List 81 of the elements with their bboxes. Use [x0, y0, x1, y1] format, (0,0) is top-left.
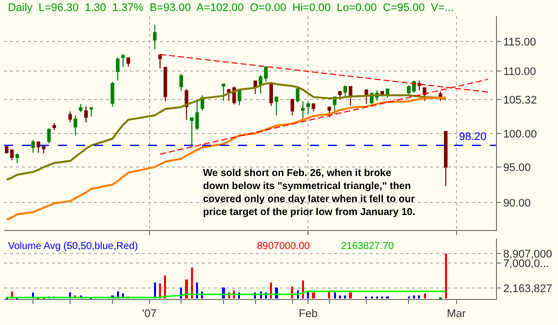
candlestick	[36, 142, 40, 154]
bar	[328, 292, 330, 299]
annotation: 8907000.00	[257, 241, 310, 252]
candlestick	[74, 114, 78, 136]
bar	[349, 292, 352, 299]
ref-line-label: 98.20	[459, 131, 487, 143]
chart-title: Daily L=96.30 1.30 1.37% B=93.00 A=102.00 O=0.00 Hi=0.00 Lo=0.00 C=95.00 V=...	[8, 2, 454, 14]
candlestick	[227, 89, 231, 102]
x-tick-label: Mar	[446, 308, 466, 320]
y-tick-label: 90.00	[503, 197, 531, 210]
candlestick	[269, 83, 273, 106]
candlestick	[47, 128, 51, 144]
candlestick	[348, 86, 352, 106]
candlestick	[78, 103, 83, 113]
x-tick-label: '07	[142, 308, 157, 320]
y-tick-label: 2,163,827	[503, 282, 552, 295]
candlestick	[296, 87, 300, 104]
candlestick	[158, 54, 162, 70]
bar	[154, 282, 156, 299]
candlestick	[195, 100, 199, 131]
bar	[159, 284, 161, 299]
y-tick-label: 110.00	[503, 66, 536, 78]
candlestick	[290, 99, 294, 116]
candlestick	[253, 80, 258, 94]
y-tick-label: 8,907,000	[503, 248, 552, 260]
line-series	[6, 96, 447, 221]
candlestick	[116, 56, 120, 82]
candlestick	[164, 66, 168, 102]
candlestick	[274, 96, 278, 116]
candlestick	[42, 146, 46, 154]
y-tick-label: 7,000,0...	[503, 258, 550, 270]
bar	[270, 282, 272, 299]
candlestick	[306, 102, 310, 115]
candlestick	[126, 57, 130, 68]
bar	[339, 296, 341, 299]
bar	[191, 268, 193, 299]
candlestick	[312, 103, 316, 112]
x-tick-label: Feb	[298, 308, 318, 320]
candlestick	[52, 122, 56, 131]
annotation: We sold short on Feb. 26, when it broke down below its "symmetrical triangle," then covered only one day later when it fell to our price target of the prior low from January 10.	[203, 168, 416, 218]
candlestick	[338, 91, 342, 100]
bar	[424, 294, 426, 299]
y-tick-label: 105.32	[503, 94, 537, 106]
candlestick	[438, 91, 442, 102]
bar	[418, 296, 420, 299]
candlestick	[84, 106, 88, 123]
candlestick	[301, 100, 305, 120]
candlestick	[179, 73, 184, 92]
bar	[334, 292, 336, 299]
bar	[164, 276, 166, 299]
chart-title: Volume Avg (50,50,blue,Red)	[8, 241, 138, 252]
candlestick	[328, 106, 332, 118]
bar	[344, 296, 346, 299]
y-tick-label: 100.00	[503, 128, 537, 140]
y-tick-label: 95.00	[503, 162, 531, 174]
candlestick	[238, 88, 242, 106]
y-tick-label: 115.00	[503, 36, 536, 49]
candlestick	[121, 53, 125, 68]
bar	[413, 296, 415, 299]
candlestick	[343, 84, 348, 98]
candlestick	[110, 81, 114, 107]
candlestick	[89, 107, 94, 118]
bar	[307, 292, 309, 299]
bar	[196, 282, 198, 299]
candlestick	[31, 140, 35, 154]
candlestick	[222, 83, 226, 102]
candlestick	[15, 152, 20, 164]
line-series	[6, 290, 446, 298]
candlestick	[444, 130, 448, 187]
bar	[185, 280, 188, 299]
candlestick	[184, 88, 188, 120]
bar	[445, 254, 447, 299]
candlestick	[417, 80, 422, 91]
bar	[302, 280, 304, 299]
candlestick	[190, 117, 194, 146]
annotation: 2163827.70	[341, 241, 394, 252]
candlestick	[152, 24, 157, 50]
candlestick	[68, 111, 72, 123]
line-series	[6, 82, 447, 181]
bar	[312, 292, 315, 299]
candlestick	[364, 88, 368, 104]
